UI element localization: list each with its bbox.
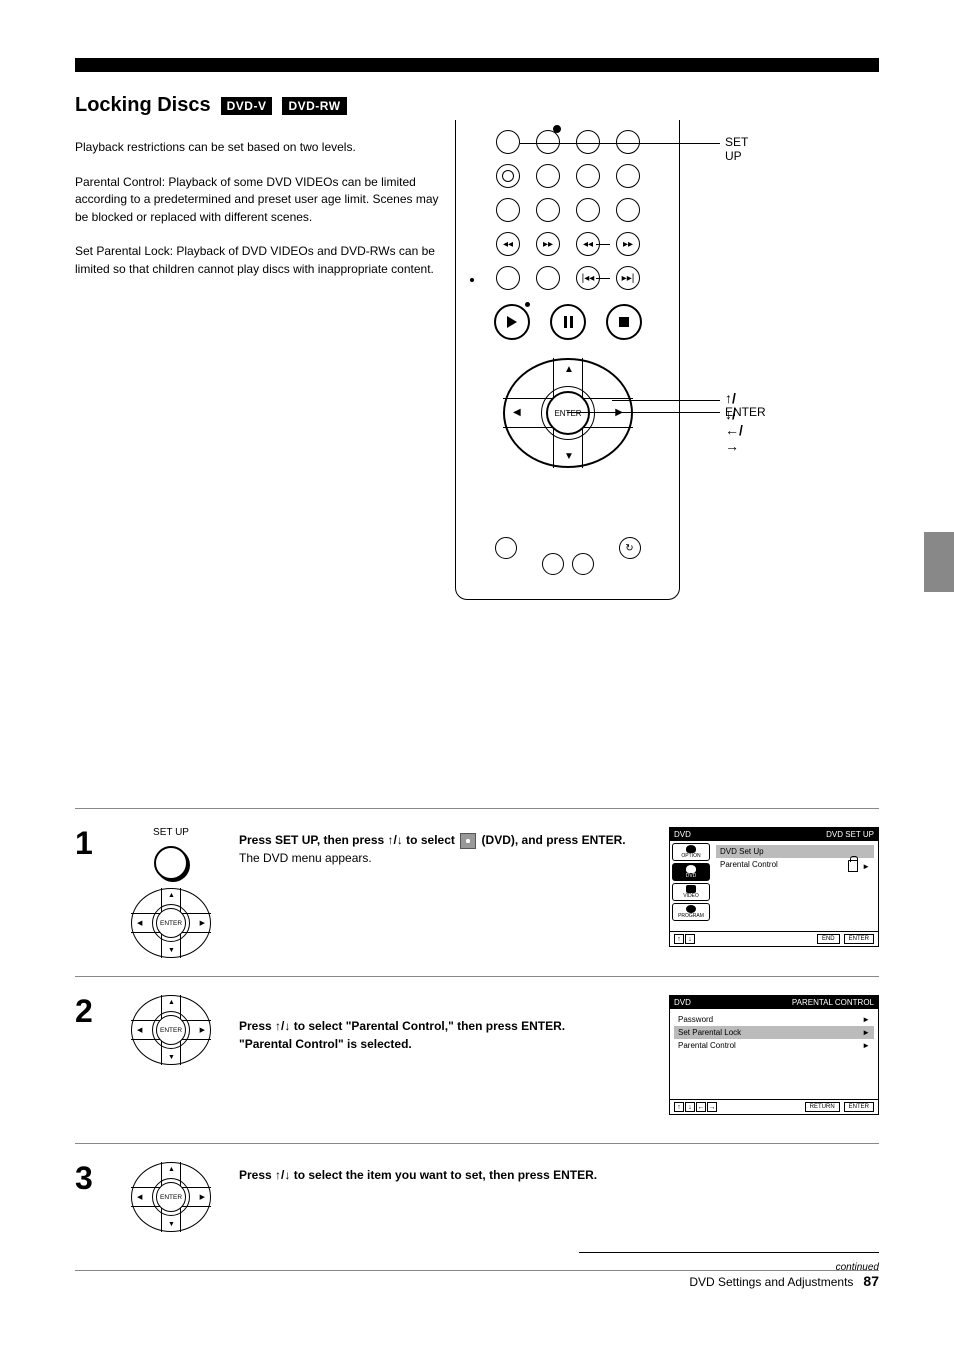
remote-illustration: ◂◂ ▸▸ ◂◂ ▸▸ |◂◂ ▸▸| xyxy=(455,120,680,600)
side-tab-option: OPTION xyxy=(672,843,710,861)
enter-icon: ENTER xyxy=(156,1182,186,1212)
step-text: Press ↑/↓ to select "Parental Control," … xyxy=(239,995,651,1053)
footer-btn: ENTER xyxy=(844,934,874,944)
footer-arrows: ↑ ↓ ← → xyxy=(674,1102,717,1112)
dpad: ENTER ▲ ▼ ◀ ▶ xyxy=(503,358,633,468)
step-text: Press ↑/↓ to select the item you want to… xyxy=(239,1162,879,1184)
lock-icon xyxy=(848,860,858,872)
play-icon xyxy=(507,316,517,328)
side-tab-video: VIDEO xyxy=(672,883,710,901)
setup-button xyxy=(536,130,560,154)
remote-btn xyxy=(536,198,560,222)
screen-panel-1: DVD DVD SET UP OPTION DVD VIDEO PROGRAM … xyxy=(669,827,879,947)
step-number: 3 xyxy=(75,1162,103,1194)
footer-btn: ENTER xyxy=(844,1102,874,1112)
arrow-left-icon: ◀ xyxy=(513,407,521,418)
enter-button: ENTER xyxy=(546,391,590,435)
remote-btn xyxy=(496,266,520,290)
stop-button xyxy=(606,304,642,340)
stop-icon xyxy=(619,317,629,327)
remote-btn xyxy=(496,164,520,188)
step-number: 2 xyxy=(75,995,103,1027)
dpad-icon: ENTER ▲ ▼ ◀ ▶ xyxy=(131,995,211,1065)
callout-enter: ENTER xyxy=(725,405,766,419)
remote-btn xyxy=(616,164,640,188)
remote-btn xyxy=(576,130,600,154)
badge-dvd-rw: DVD-RW xyxy=(282,97,346,115)
disc-icon xyxy=(460,833,476,849)
side-tab-dvd: DVD xyxy=(672,863,710,881)
screen-panel-2: DVD PARENTAL CONTROL Password► Set Paren… xyxy=(669,995,879,1115)
remote-btn xyxy=(576,164,600,188)
next-icon: ▸▸ xyxy=(616,232,640,256)
rewind-icon: ◂◂ xyxy=(496,232,520,256)
skip-fwd-icon: ▸▸| xyxy=(616,266,640,290)
footer-btn: RETURN xyxy=(805,1102,840,1112)
play-button xyxy=(494,304,530,340)
remote-btn xyxy=(572,553,594,575)
intro-text: Playback restrictions can be set based o… xyxy=(75,139,445,278)
remote-btn xyxy=(496,198,520,222)
badge-dvd-v: DVD-V xyxy=(221,97,273,115)
step-text: Press SET UP, then press ↑/↓ to select (… xyxy=(239,827,651,867)
header-bar xyxy=(75,58,879,72)
arrow-up-icon: ▲ xyxy=(564,364,574,375)
setup-button-icon xyxy=(154,846,188,880)
remote-btn xyxy=(536,164,560,188)
enter-icon: ENTER xyxy=(156,1015,186,1045)
remote-btn xyxy=(536,266,560,290)
step-number: 1 xyxy=(75,827,103,859)
remote-btn xyxy=(576,198,600,222)
arrow-down-icon: ▼ xyxy=(564,451,574,462)
dpad-icon: ENTER ▲ ▼ ◀ ▶ xyxy=(131,1162,211,1232)
steps-container: 1 SET UP ENTER ▲ ▼ ◀ ▶ Press SET UP, the… xyxy=(75,808,879,1271)
footer-arrows: ↑ ↓ xyxy=(674,934,695,944)
step-3: 3 ENTER ▲ ▼ ◀ ▶ Press ↑/↓ to select the … xyxy=(75,1162,879,1252)
remote-btn xyxy=(616,130,640,154)
remote-btn xyxy=(616,198,640,222)
pause-icon xyxy=(564,316,573,328)
page-footer: continued DVD Settings and Adjustments 8… xyxy=(579,1252,879,1289)
setup-label: SET UP xyxy=(153,827,189,838)
step-1: 1 SET UP ENTER ▲ ▼ ◀ ▶ Press SET UP, the… xyxy=(75,827,879,958)
step-2: 2 ENTER ▲ ▼ ◀ ▶ Press ↑/↓ to select "Par… xyxy=(75,995,879,1125)
dpad-icon: ENTER ▲ ▼ ◀ ▶ xyxy=(131,888,211,958)
callout-arrows: ↑/↓/←/→ xyxy=(725,390,743,454)
footer-btn: END xyxy=(817,934,840,944)
forward-icon: ▸▸ xyxy=(536,232,560,256)
enter-icon: ENTER xyxy=(156,908,186,938)
remote-btn xyxy=(542,553,564,575)
callout-setup: SET UP xyxy=(725,135,748,163)
pause-button xyxy=(550,304,586,340)
return-icon: ↻ xyxy=(619,537,641,559)
page-title: Locking Discs xyxy=(75,94,211,117)
remote-btn xyxy=(496,130,520,154)
remote-btn xyxy=(495,537,517,559)
side-tab-program: PROGRAM xyxy=(672,903,710,921)
